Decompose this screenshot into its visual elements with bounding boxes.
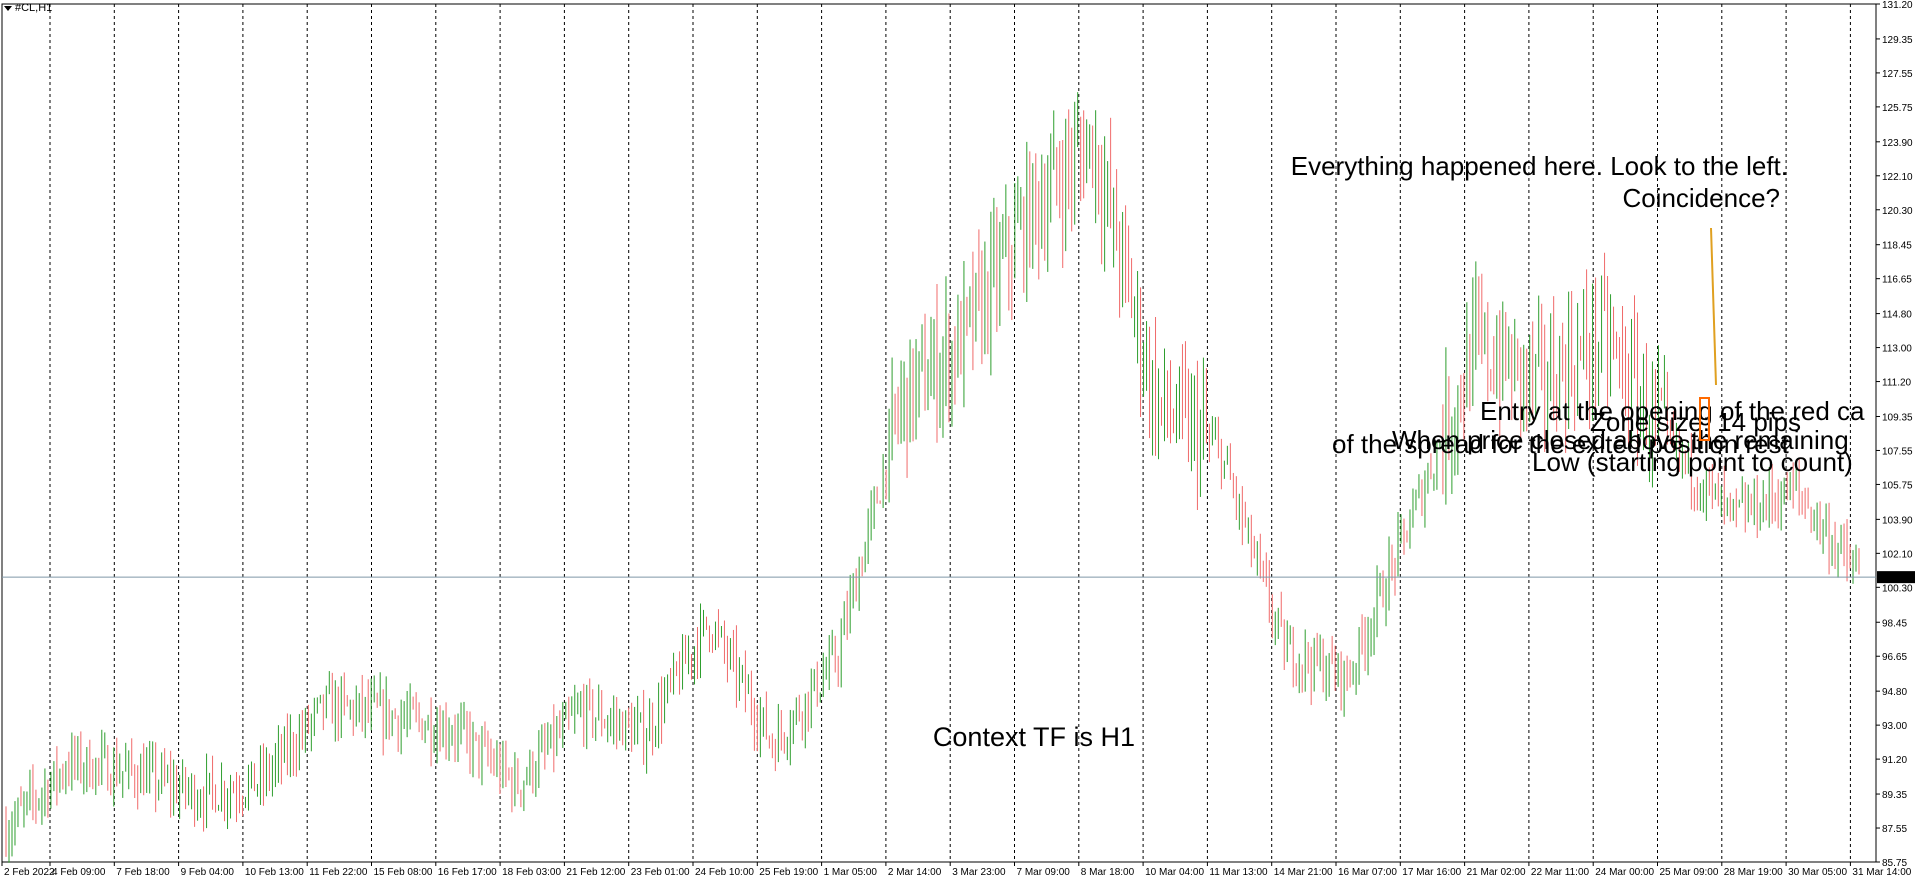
current-price-badge: 100.84	[1877, 571, 1915, 584]
time-tick-label: 2 Feb 2022	[4, 867, 55, 878]
time-tick-label: 25 Feb 19:00	[759, 867, 818, 878]
symbol-text: #CL,H1	[15, 2, 53, 14]
price-tick-label: 129.35	[1882, 35, 1913, 46]
time-tick-label: 23 Feb 01:00	[631, 867, 690, 878]
price-tick-label: 109.35	[1882, 412, 1913, 423]
annotation-everything-line1[interactable]: Everything happened here. Look to the le…	[1291, 151, 1788, 181]
time-tick-label: 2 Mar 14:00	[888, 867, 942, 878]
price-tick-label: 113.00	[1882, 344, 1912, 355]
time-tick-label: 21 Feb 12:00	[566, 867, 625, 878]
price-tick-label: 122.10	[1882, 172, 1913, 183]
time-tick-label: 16 Feb 17:00	[438, 867, 497, 878]
time-tick-label: 3 Mar 23:00	[952, 867, 1006, 878]
time-tick-label: 24 Mar 00:00	[1595, 867, 1654, 878]
annotation-spread[interactable]: of the spread for the exited position re…	[1332, 429, 1789, 459]
price-tick-label: 85.75	[1882, 858, 1907, 869]
zone-box[interactable]	[1699, 397, 1710, 441]
time-tick-label: 10 Feb 13:00	[245, 867, 304, 878]
time-tick-label: 8 Mar 18:00	[1081, 867, 1135, 878]
price-tick-label: 87.55	[1882, 824, 1907, 835]
dropdown-triangle-icon	[4, 5, 12, 11]
price-tick-label: 118.45	[1882, 241, 1912, 252]
time-tick-label: 11 Mar 13:00	[1209, 867, 1268, 878]
price-tick-label: 123.90	[1882, 138, 1913, 149]
price-tick-label: 105.75	[1882, 480, 1913, 491]
time-tick-label: 21 Mar 02:00	[1467, 867, 1526, 878]
annotation-entry[interactable]: Entry at the opening of the red ca	[1480, 396, 1865, 426]
price-axis[interactable]: 131.20 129.35 127.55 125.75 123.90 122.10 120.…	[1876, 0, 1913, 869]
price-tick-label: 114.80	[1882, 310, 1912, 321]
time-tick-label: 16 Mar 07:00	[1338, 867, 1397, 878]
price-tick-label: 127.55	[1882, 69, 1913, 80]
annotation-context[interactable]: Context TF is H1	[933, 722, 1135, 752]
price-tick-label: 125.75	[1882, 103, 1913, 114]
time-tick-label: 17 Mar 16:00	[1402, 867, 1461, 878]
price-tick-label: 107.55	[1882, 446, 1913, 457]
candlesticks	[5, 92, 1860, 863]
annotation-low[interactable]: Low (starting point to count)	[1532, 447, 1853, 477]
chart-border	[1, 3, 1877, 863]
current-price-value: 100.84	[1881, 573, 1912, 584]
price-tick-label: 111.20	[1882, 378, 1912, 389]
price-tick-label: 98.45	[1882, 618, 1907, 629]
price-tick-label: 96.65	[1882, 652, 1907, 663]
price-tick-label: 89.35	[1882, 790, 1907, 801]
annotation-zone-size[interactable]: Zone size: 14 pips	[1590, 407, 1801, 437]
annotations[interactable]: Context TF is H1 Everything happened her…	[933, 151, 1865, 752]
price-tick-label: 94.80	[1882, 687, 1907, 698]
time-tick-label: 7 Feb 18:00	[116, 867, 170, 878]
price-tick-label: 103.90	[1882, 515, 1913, 526]
time-tick-label: 11 Feb 22:00	[309, 867, 368, 878]
time-tick-label: 31 Mar 14:00	[1852, 867, 1911, 878]
price-tick-label: 131.20	[1882, 0, 1913, 11]
price-tick-label: 120.30	[1882, 206, 1913, 217]
time-tick-label: 25 Mar 09:00	[1660, 867, 1719, 878]
time-tick-label: 7 Mar 09:00	[1017, 867, 1071, 878]
time-tick-label: 9 Feb 04:00	[181, 867, 235, 878]
price-tick-label: 102.10	[1882, 549, 1913, 560]
price-tick-label: 100.30	[1882, 583, 1913, 594]
symbol-label[interactable]: #CL,H1	[4, 2, 52, 14]
time-tick-label: 30 Mar 05:00	[1788, 867, 1847, 878]
time-tick-label: 28 Mar 19:00	[1724, 867, 1783, 878]
time-tick-label: 15 Feb 08:00	[374, 867, 433, 878]
time-tick-label: 24 Feb 10:00	[695, 867, 754, 878]
trend-line[interactable]	[1710, 227, 1717, 386]
time-tick-label: 18 Feb 03:00	[502, 867, 561, 878]
annotation-when-price-closed[interactable]: When price closed above the remaining	[1392, 425, 1849, 455]
time-tick-label: 4 Feb 09:00	[52, 867, 106, 878]
time-tick-label: 14 Mar 21:00	[1274, 867, 1333, 878]
price-tick-label: 93.00	[1882, 721, 1907, 732]
time-tick-label: 10 Mar 04:00	[1145, 867, 1204, 878]
annotation-everything-line2[interactable]: Coincidence?	[1622, 183, 1780, 213]
price-tick-label: 116.65	[1882, 275, 1912, 286]
time-tick-label: 1 Mar 05:00	[824, 867, 878, 878]
price-tick-label: 91.20	[1882, 755, 1907, 766]
time-tick-label: 22 Mar 11:00	[1531, 867, 1590, 878]
